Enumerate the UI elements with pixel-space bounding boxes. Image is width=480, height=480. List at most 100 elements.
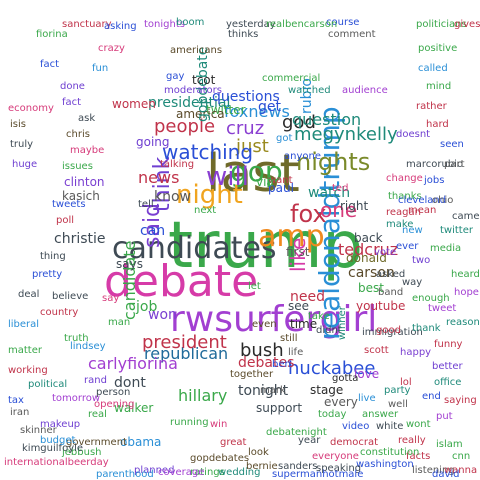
word-cloud-word: mean <box>408 205 437 216</box>
word-cloud-word: tweets <box>52 199 86 210</box>
word-cloud-word: came <box>452 211 480 222</box>
word-cloud-word: jobs <box>424 175 445 186</box>
word-cloud-word: thank <box>412 323 441 334</box>
word-cloud-word: change <box>386 173 423 184</box>
word-cloud-word: huckabee <box>288 358 376 379</box>
word-cloud-word: good <box>376 325 401 336</box>
word-cloud-word: opening <box>94 399 135 410</box>
word-cloud-word: asked <box>376 269 406 280</box>
word-cloud-word: jebbush <box>62 447 102 458</box>
word-cloud-word: working <box>8 365 48 376</box>
word-cloud-word: white <box>376 421 404 432</box>
word-cloud-word: stage <box>310 383 344 397</box>
word-cloud-word: tedcruz <box>338 240 399 259</box>
word-cloud-word: rwsurfergirl <box>170 299 378 340</box>
word-cloud-word: marcorubio <box>406 159 464 170</box>
word-cloud-word: makeup <box>40 419 81 430</box>
word-cloud-word: facts <box>406 451 431 462</box>
word-cloud-word: watching <box>162 140 254 164</box>
word-cloud-word: youtube <box>356 299 406 313</box>
word-cloud-word: country <box>40 307 79 318</box>
word-cloud-word: want <box>268 175 293 186</box>
word-cloud-word: republican <box>144 344 229 363</box>
word-cloud-word: comment <box>328 29 376 40</box>
word-cloud-word: thanks <box>388 191 422 202</box>
word-cloud-word: know <box>154 189 191 205</box>
word-cloud-word: candidates <box>112 231 277 266</box>
word-cloud-word: boom <box>176 17 205 28</box>
word-cloud-word: watch <box>308 185 351 201</box>
word-cloud-word: americans <box>170 45 223 56</box>
word-cloud-word: need <box>290 289 325 305</box>
word-cloud-word: foxnews <box>224 102 290 121</box>
word-cloud-word: liberal <box>8 319 40 330</box>
word-cloud-word: party <box>384 385 411 396</box>
word-cloud-word: today <box>318 409 347 420</box>
word-cloud-word: real <box>88 409 107 420</box>
word-cloud-word: debates <box>238 355 295 371</box>
word-cloud-word: david <box>432 469 460 480</box>
word-cloud-word: vote <box>374 247 397 258</box>
word-cloud-word: saying <box>444 395 477 406</box>
word-cloud-word: issues <box>62 161 93 172</box>
word-cloud-word: course <box>326 17 360 28</box>
word-cloud-word: poll <box>56 215 75 226</box>
word-cloud-word: iran <box>10 407 30 418</box>
word-cloud-word: heard <box>451 269 480 280</box>
word-cloud-word: via <box>256 175 274 189</box>
word-cloud-word: immigration <box>362 327 423 338</box>
word-cloud-word: paul <box>268 181 294 195</box>
word-cloud-word: really <box>398 435 426 446</box>
word-cloud-word: hope <box>454 287 479 298</box>
word-cloud-word: isis <box>10 119 26 130</box>
word-cloud-word: planned <box>134 465 175 476</box>
word-cloud-word: huge <box>12 159 38 170</box>
word-cloud-word: anyone <box>284 151 321 162</box>
word-cloud-word: supermanhotmale <box>272 469 364 480</box>
word-cloud-word: video <box>342 421 370 432</box>
word-cloud-word: fun <box>92 63 109 74</box>
word-cloud-word: kasich <box>62 189 100 203</box>
word-cloud-word: democrat <box>330 437 379 448</box>
word-cloud-word: win <box>210 419 228 430</box>
word-cloud-word: chris <box>66 129 90 140</box>
word-cloud-word: love <box>354 367 380 381</box>
word-cloud-word: people <box>154 116 216 137</box>
word-cloud-word: wont <box>406 419 431 430</box>
word-cloud-word: megynkelly <box>294 124 398 145</box>
word-cloud-word: running <box>170 417 209 428</box>
word-cloud-word: tonights <box>144 19 185 30</box>
word-cloud-word: got <box>276 133 293 144</box>
word-cloud-word: washington <box>356 459 414 470</box>
word-cloud-word: walker <box>114 401 154 415</box>
word-cloud-word: doesnt <box>396 129 431 140</box>
word-cloud-word: mind <box>426 81 452 92</box>
word-cloud-word: carlyfiorina <box>88 354 178 373</box>
word-cloud-word: cleveland <box>398 195 447 206</box>
word-cloud-word: realbencarson <box>266 19 338 30</box>
word-cloud-word: gop <box>230 155 283 188</box>
word-cloud-word: positive <box>418 43 458 54</box>
word-cloud-word: questions <box>212 89 280 105</box>
word-cloud-word: sanders <box>278 461 318 472</box>
word-cloud-word: gotta <box>332 373 359 384</box>
word-cloud-word: better <box>432 361 463 372</box>
word-cloud-word: done <box>60 81 85 92</box>
word-cloud-word: last <box>206 144 300 204</box>
word-cloud-word: man <box>108 317 131 328</box>
word-cloud-word: get <box>258 99 281 115</box>
word-cloud-word: sanctuary <box>62 19 112 30</box>
word-cloud-word: media <box>430 243 462 254</box>
word-cloud-word: well <box>388 399 408 410</box>
word-cloud-word: donald <box>346 251 387 265</box>
word-cloud-word: amp <box>258 219 325 254</box>
word-cloud-word: new <box>402 225 423 236</box>
word-cloud-word: let <box>248 281 261 292</box>
word-cloud-word: scott <box>364 345 389 356</box>
word-cloud-word: one <box>320 198 358 222</box>
word-cloud-word: fact <box>40 59 60 70</box>
word-cloud-word: won <box>148 307 177 323</box>
word-cloud-word: wanna <box>444 465 478 476</box>
word-cloud-word: part <box>444 159 465 170</box>
